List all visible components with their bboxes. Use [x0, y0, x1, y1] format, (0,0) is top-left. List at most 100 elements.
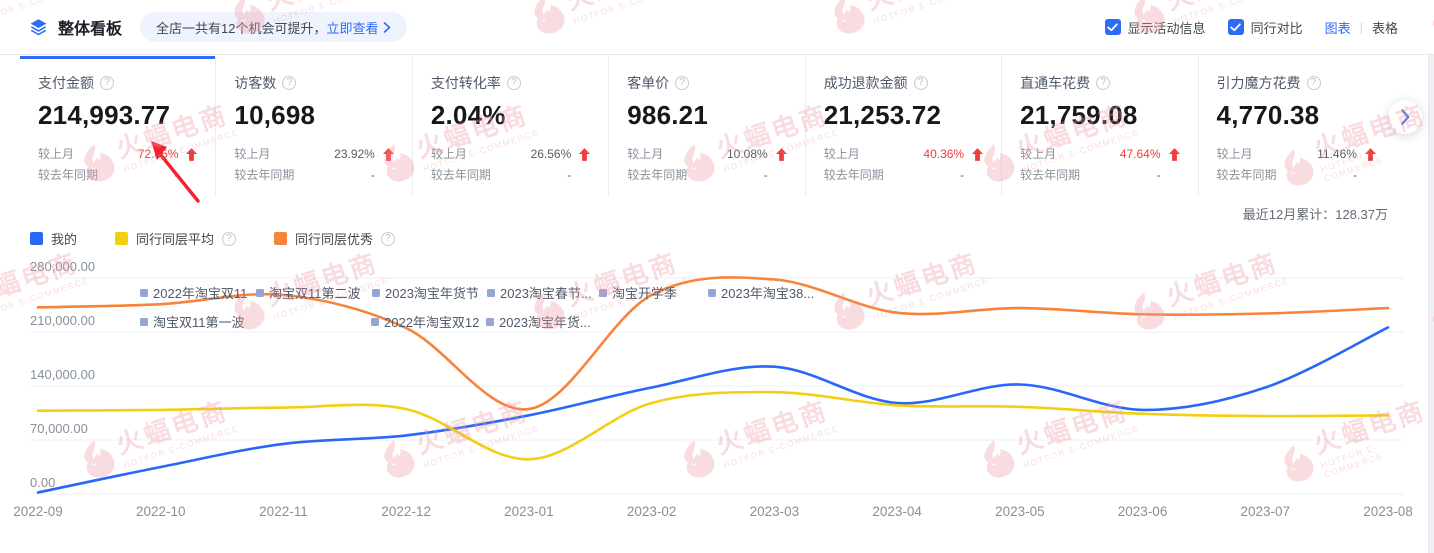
x-axis-tick: 2023-01: [504, 504, 554, 519]
svg-text:淘宝双11第一波: 淘宝双11第一波: [153, 315, 245, 330]
peer-compare-checkbox[interactable]: [1227, 19, 1244, 35]
yoy-row: 较去年同期 -: [431, 167, 590, 183]
series-line-peer-avg: [36, 390, 1390, 461]
mom-row: 较上月 11.46%: [1217, 146, 1376, 162]
page-title: 整体看板: [58, 21, 123, 38]
event-annotations: 2022年淘宝双11 淘宝双11第二波 2023淘宝年货节 2023淘宝春节... 淘宝…: [140, 286, 814, 330]
series-line-peer-excellent: [36, 276, 1390, 411]
mom-row: 较上月 26.56%: [431, 146, 591, 162]
mom-value: 10.08%: [726, 147, 768, 161]
yoy-label: 较去年同期: [38, 168, 99, 182]
view-now-link[interactable]: 立即查看: [326, 18, 390, 37]
x-axis-tick: 2023-06: [1118, 504, 1168, 519]
chevron-right-icon: [383, 21, 390, 33]
metric-cards: 支付金额 ? 214,993.77 较上月 72.65% 较去年同期 - 访客数…: [20, 56, 1394, 196]
mom-label: 较上月: [1020, 147, 1057, 161]
mom-label: 较上月: [234, 147, 271, 161]
yoy-label: 较去年同期: [1020, 168, 1081, 182]
trend-line-chart: 0.00 70,000.00 140,000.00 210,000.00 280,000…: [13, 260, 1413, 519]
metric-label: 访客数: [234, 75, 277, 91]
metric-card[interactable]: 成功退款金额 ? 21,253.72 较上月 40.36% 较去年同期 -: [806, 56, 1003, 196]
x-axis-tick: 2022-10: [136, 504, 186, 519]
help-icon[interactable]: ?: [506, 76, 521, 90]
show-activity-checkbox[interactable]: [1104, 19, 1121, 35]
up-arrow-icon: [768, 147, 787, 161]
view-toggle-divider: |: [1359, 19, 1363, 35]
metric-card[interactable]: 直通车花费 ? 21,759.08 较上月 47.64% 较去年同期 -: [1002, 56, 1199, 196]
help-icon[interactable]: ?: [222, 231, 237, 246]
x-axis-labels: 2022-09 2022-10 2022-11 2022-12 2023-01 2023-…: [13, 504, 1413, 519]
yoy-row: 较去年同期 -: [824, 167, 983, 183]
event-annotation: 2023淘宝春节...: [487, 286, 592, 301]
yoy-row: 较去年同期 -: [1217, 167, 1376, 183]
mom-value: 26.56%: [530, 147, 572, 161]
yoy-value: -: [1352, 168, 1357, 182]
show-activity-label: 显示活动信息: [1127, 20, 1206, 36]
view-toggle: 图表 | 表格: [1325, 18, 1398, 37]
series-line-my: [36, 326, 1390, 494]
dashboard-layers-icon: [30, 18, 47, 35]
mom-value: 11.46%: [1317, 147, 1357, 161]
chart-legend: 我的 同行同层平均? 同行同层优秀?: [30, 229, 396, 248]
up-arrow-icon: [1161, 147, 1180, 161]
metric-value: 21,759.08: [1020, 100, 1138, 130]
legend-swatch: [115, 232, 129, 245]
metric-label: 成功退款金额: [823, 75, 908, 91]
event-annotation: 2022年淘宝双12: [371, 315, 479, 330]
top-bar: 整体看板 全店一共有12个机会可提升， 立即查看 显示活动信息 同行对比 图表 …: [0, 0, 1434, 55]
help-icon[interactable]: ?: [1306, 76, 1321, 90]
yoy-label: 较去年同期: [234, 168, 295, 182]
yoy-row: 较去年同期 -: [1020, 167, 1179, 183]
yoy-label: 较去年同期: [823, 168, 884, 182]
help-icon[interactable]: ?: [381, 231, 396, 246]
svg-text:2023年淘宝38...: 2023年淘宝38...: [721, 286, 814, 301]
metric-card[interactable]: 访客数 ? 10,698 较上月 23.92% 较去年同期 -: [216, 56, 413, 196]
svg-text:2023淘宝年货节: 2023淘宝年货节: [385, 286, 479, 301]
legend-item-my[interactable]: 我的: [30, 229, 77, 248]
metric-card[interactable]: 支付金额 ? 214,993.77 较上月 72.65% 较去年同期 -: [20, 56, 217, 196]
y-axis-tick: 70,000.00: [30, 421, 88, 436]
legend-item-peer-avg[interactable]: 同行同层平均?: [115, 229, 237, 248]
mom-row: 较上月 40.36%: [823, 146, 984, 162]
top-bar-controls: 显示活动信息 同行对比 图表 | 表格: [1104, 18, 1398, 37]
help-icon[interactable]: ?: [282, 76, 297, 90]
metric-card[interactable]: 引力魔方花费 ? 4,770.38 较上月 11.46% 较去年同期 -: [1199, 56, 1394, 196]
yoy-label: 较去年同期: [1216, 168, 1277, 182]
event-annotation: 2023淘宝年货...: [486, 315, 591, 330]
x-axis-tick: 2023-02: [627, 504, 677, 519]
cumulative-summary: 最近12月累计：128.37万: [1242, 207, 1388, 222]
metric-card[interactable]: 客单价 ? 986.21 较上月 10.08% 较去年同期 -: [609, 56, 806, 196]
help-icon[interactable]: ?: [100, 76, 114, 90]
svg-text:2022年淘宝双11: 2022年淘宝双11: [153, 286, 247, 301]
metric-label: 客单价: [627, 75, 670, 91]
x-axis-tick: 2023-05: [995, 504, 1045, 519]
chart-view-tab[interactable]: 图表: [1324, 20, 1351, 36]
metric-card[interactable]: 支付转化率 ? 2.04% 较上月 26.56% 较去年同期 -: [413, 56, 610, 196]
metric-value: 2.04%: [430, 100, 506, 130]
x-axis-tick: 2022-12: [381, 504, 431, 519]
metric-value: 214,993.77: [38, 100, 171, 130]
cards-next-button[interactable]: [1388, 100, 1422, 134]
page-edge-strip: [1428, 55, 1434, 553]
help-icon[interactable]: ?: [913, 76, 928, 90]
event-annotation: 淘宝双11第一波: [140, 315, 245, 330]
show-activity-checkbox-group: 显示活动信息: [1104, 18, 1206, 37]
table-view-tab[interactable]: 表格: [1371, 20, 1398, 36]
yoy-label: 较去年同期: [627, 168, 688, 182]
help-icon[interactable]: ?: [1096, 76, 1111, 90]
metric-label: 支付转化率: [430, 75, 501, 91]
legend-item-peer-excellent[interactable]: 同行同层优秀?: [274, 229, 396, 248]
mom-label: 较上月: [823, 147, 860, 161]
svg-text:2022年淘宝双12: 2022年淘宝双12: [384, 315, 479, 330]
svg-text:2023淘宝春节...: 2023淘宝春节...: [500, 286, 592, 301]
up-arrow-icon: [375, 147, 394, 161]
x-axis-tick: 2022-11: [259, 504, 308, 519]
event-annotation: 2023淘宝年货节: [372, 286, 479, 301]
metric-value: 10,698: [234, 100, 316, 130]
x-axis-tick: 2023-04: [872, 504, 922, 519]
mom-value: 40.36%: [923, 147, 965, 161]
yoy-value: -: [370, 168, 375, 182]
help-icon[interactable]: ?: [675, 76, 690, 90]
mom-row: 较上月 72.65%: [38, 146, 198, 162]
yoy-value: -: [1156, 168, 1161, 182]
